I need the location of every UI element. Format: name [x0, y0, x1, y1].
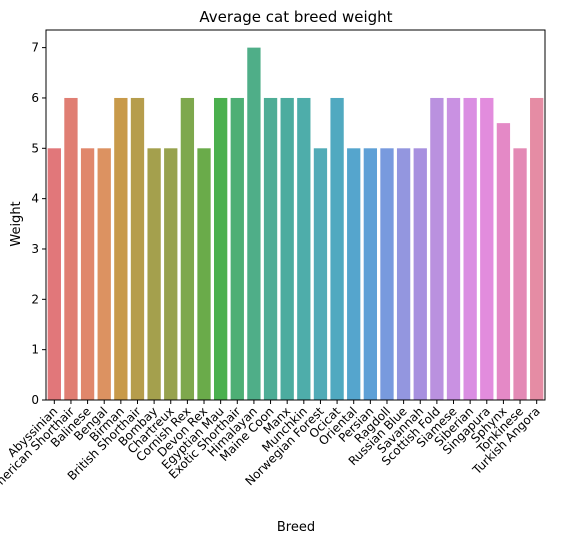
- bar: [363, 148, 378, 400]
- bar: [197, 148, 211, 400]
- bar: [213, 97, 228, 401]
- y-axis: 0 1 2 3 4 5 6 7: [31, 41, 46, 407]
- bar: [430, 97, 444, 401]
- bar: [247, 47, 261, 400]
- bar: [64, 97, 78, 401]
- bar: [47, 148, 61, 400]
- bar: [446, 97, 461, 401]
- bar: [164, 148, 178, 400]
- bars-group: [47, 47, 544, 401]
- y-tick-label: 2: [31, 292, 39, 306]
- bar: [280, 97, 294, 401]
- bar: [380, 148, 394, 400]
- y-tick-label: 7: [31, 41, 39, 55]
- bar: [130, 97, 145, 401]
- bar: [396, 148, 411, 400]
- y-axis-label: Weight: [9, 201, 24, 246]
- x-axis-label: Breed: [277, 520, 315, 535]
- bar: [513, 148, 527, 400]
- bar: [330, 97, 344, 401]
- plot-frame: [45, 29, 546, 401]
- y-tick-label: 0: [31, 393, 39, 407]
- bar: [413, 148, 427, 400]
- bar: [530, 97, 544, 401]
- bar: [347, 148, 361, 400]
- bar: [230, 97, 244, 401]
- bar: [496, 123, 511, 401]
- bar: [263, 97, 278, 401]
- bar: [114, 97, 128, 401]
- chart-title: Average cat breed weight: [199, 8, 392, 26]
- y-tick-label: 4: [31, 192, 39, 206]
- bar: [297, 97, 311, 401]
- bar: [80, 148, 95, 400]
- bar: [147, 148, 161, 400]
- y-tick-label: 3: [31, 242, 39, 256]
- bar: [463, 97, 477, 401]
- y-tick-label: 5: [31, 141, 39, 155]
- bar: [97, 148, 111, 400]
- bar: [480, 97, 494, 401]
- y-tick-label: 1: [31, 343, 39, 357]
- bar: [180, 97, 195, 401]
- y-tick-label: 6: [31, 91, 39, 105]
- bar: [313, 148, 328, 400]
